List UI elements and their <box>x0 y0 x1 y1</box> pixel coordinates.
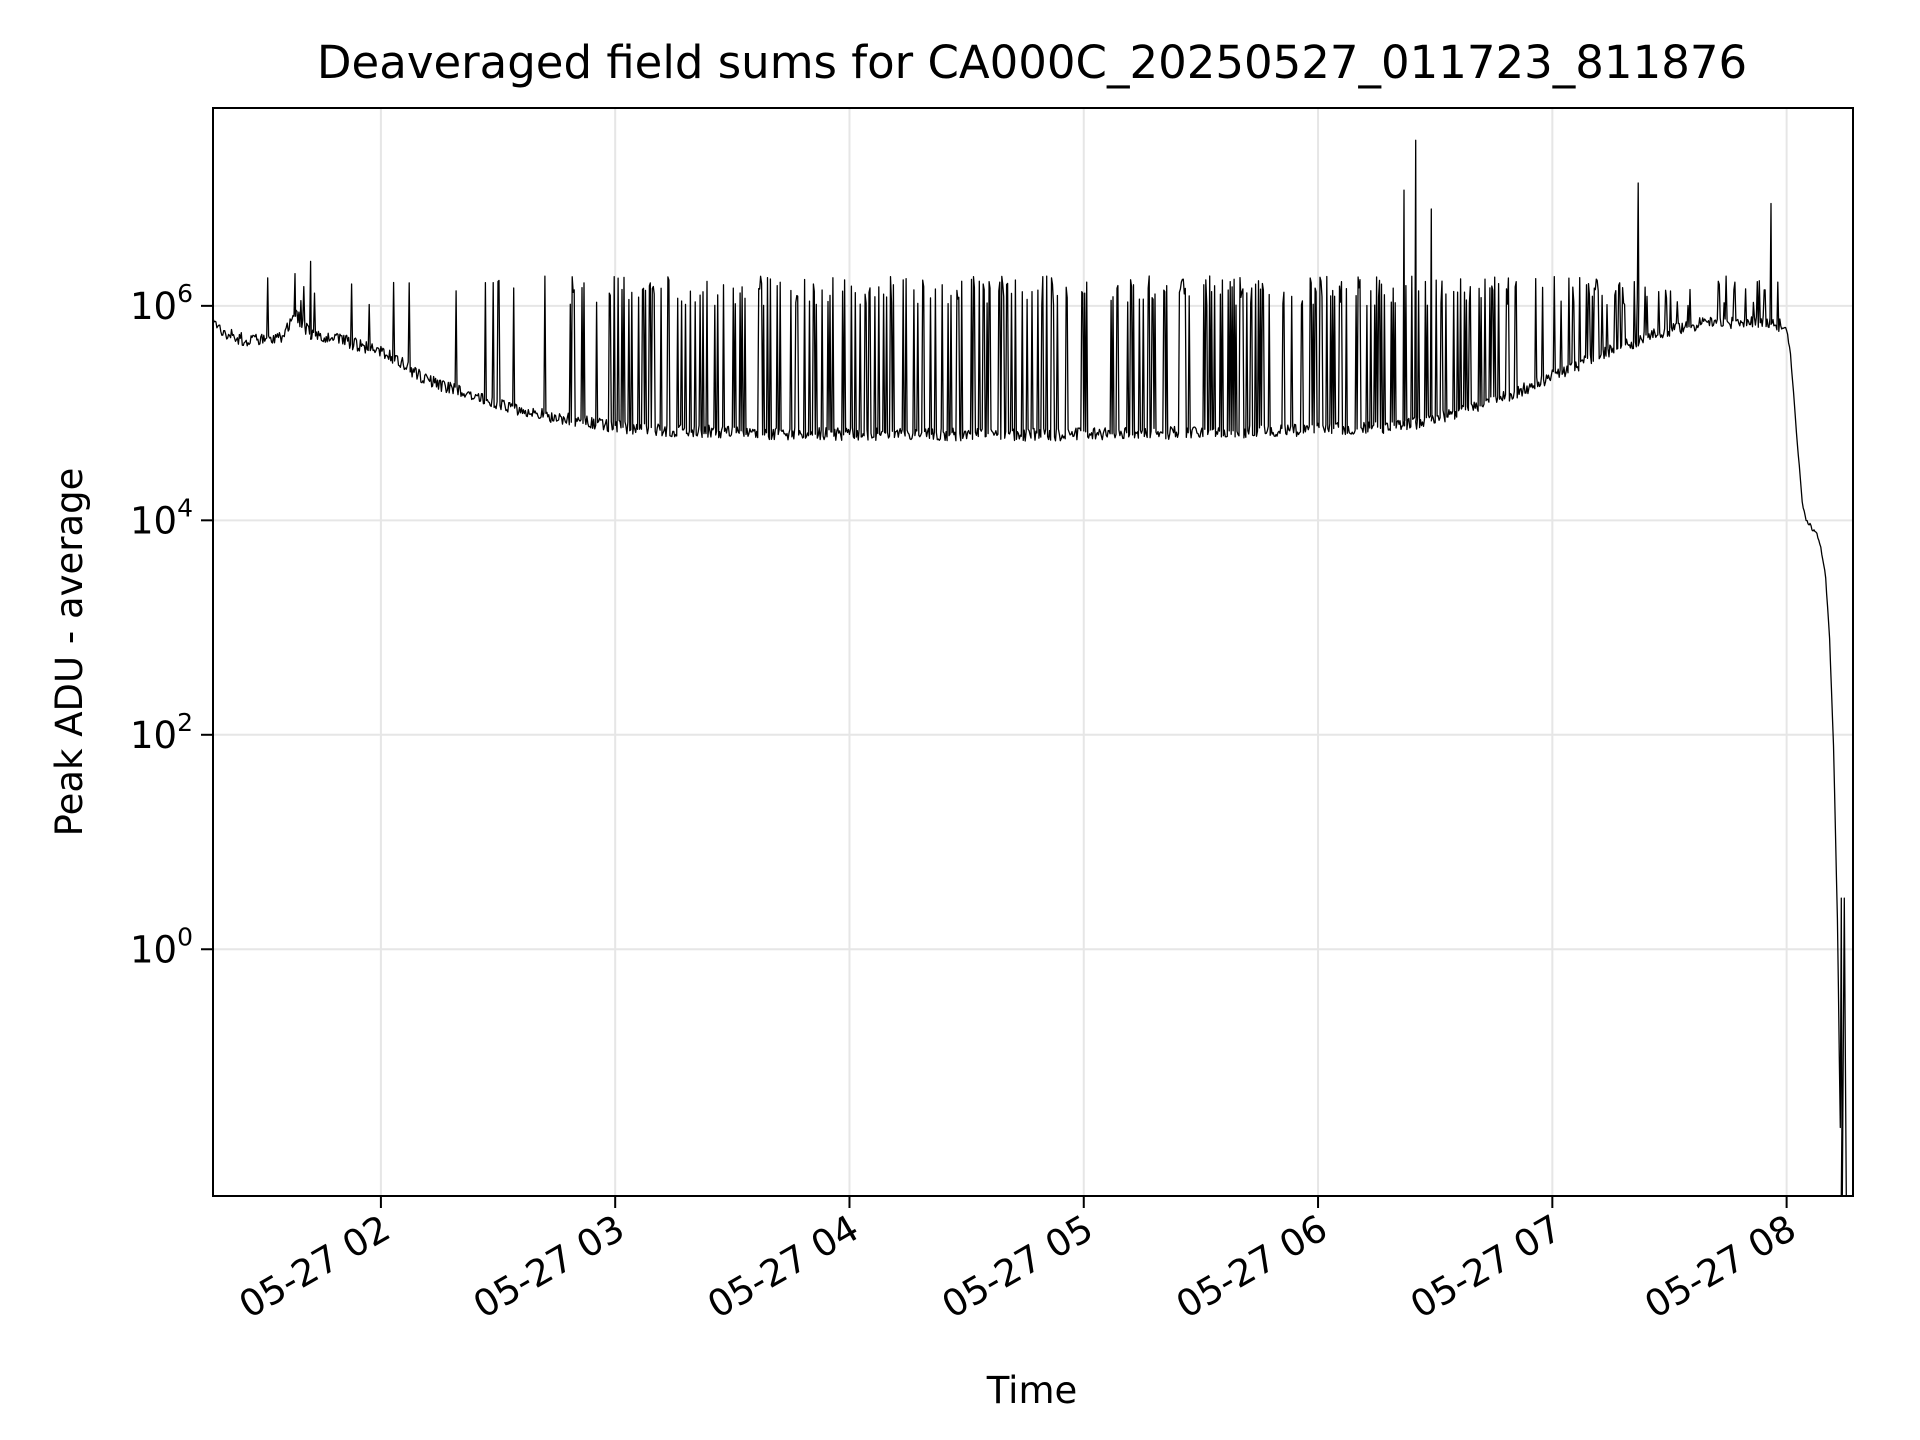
y-axis-ticks: 100 102 104 106 <box>130 279 213 971</box>
y-tick-label: 106 <box>130 279 193 328</box>
data-series-layer <box>213 139 1847 1196</box>
y-tick-label: 102 <box>130 708 193 757</box>
axes-frame <box>212 107 1854 1197</box>
y-tick-label: 100 <box>130 922 193 971</box>
plot-background <box>213 108 1853 1196</box>
series-line <box>213 139 1847 1196</box>
chart-title: Deaveraged field sums for CA000C_2025052… <box>317 36 1747 89</box>
x-axis-label: Time <box>986 1369 1078 1412</box>
y-tick-label: 104 <box>130 493 193 542</box>
y-axis-label: Peak ADU - average <box>48 468 91 837</box>
plot-area <box>213 108 1853 1196</box>
